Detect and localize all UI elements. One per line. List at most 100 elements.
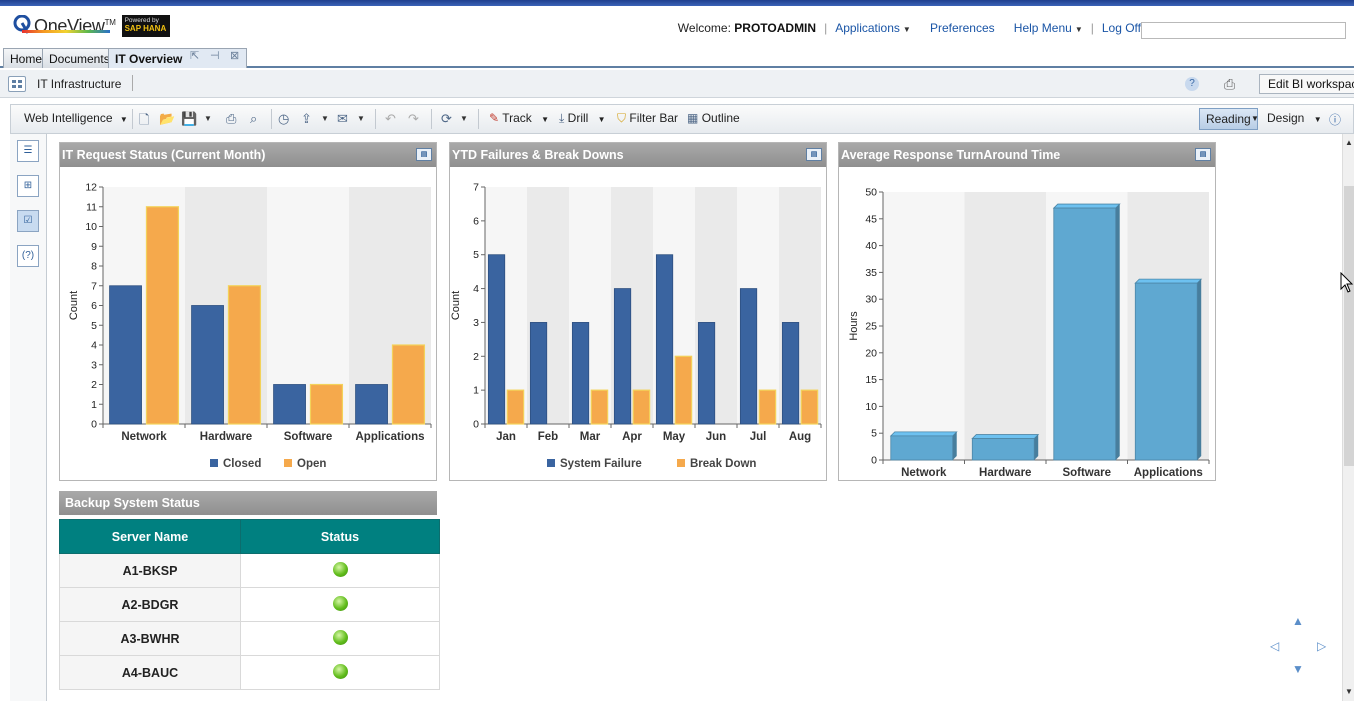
column-header-status[interactable]: Status — [240, 519, 440, 554]
header-nav: Welcome: PROTOADMIN | Applications▼ | Pr… — [678, 21, 1141, 35]
chevron-down-icon: ▼ — [541, 115, 550, 124]
export-icon[interactable]: ⇪ — [301, 111, 312, 126]
history-icon[interactable]: ◷ — [278, 111, 290, 126]
chevron-down-icon: ▼ — [119, 115, 128, 124]
outline-button[interactable]: ▦ Outline — [687, 111, 740, 125]
bar-top — [1134, 278, 1203, 284]
bar — [191, 305, 224, 425]
input-controls-icon[interactable]: ☑ — [17, 210, 39, 232]
x-tick-label: Network — [901, 467, 947, 479]
pan-up-icon[interactable]: ▲ — [1292, 614, 1304, 628]
y-tick-label: 20 — [865, 347, 877, 359]
nav-divider: | — [824, 21, 828, 35]
navigation-map-icon[interactable]: ⊞ — [17, 175, 39, 197]
scroll-up-icon[interactable]: ▲ — [1345, 138, 1353, 147]
chevron-down-icon[interactable]: ▼ — [357, 114, 365, 123]
drill-button[interactable]: ⤓ Drill ▼ — [559, 111, 606, 125]
applications-menu[interactable]: Applications ▼ — [835, 21, 911, 35]
bar — [145, 206, 180, 425]
left-side-panel: ☰ ⊞ ☑ (?) — [10, 134, 47, 701]
chart-options-icon[interactable]: ▤ — [416, 148, 432, 161]
chevron-down-icon[interactable]: ▼ — [204, 114, 212, 123]
chevron-down-icon: ▼ — [597, 115, 606, 124]
status-cell — [240, 621, 440, 656]
y-tick-label: 11 — [86, 201, 97, 213]
search-input[interactable] — [1141, 22, 1346, 39]
detach-tab-icon[interactable]: ⇱ — [190, 50, 200, 62]
bar — [529, 322, 548, 425]
bar — [109, 285, 142, 425]
bar — [273, 384, 306, 425]
undo-icon[interactable]: ↶ — [385, 111, 396, 126]
outline-icon: ▦ — [687, 111, 699, 125]
chevron-down-icon: ▼ — [902, 25, 911, 34]
help-panel-icon[interactable]: (?) — [17, 245, 39, 267]
x-tick-label: Aug — [789, 431, 811, 443]
toolbar-divider — [271, 109, 272, 129]
help-icon[interactable]: ? — [1185, 77, 1199, 91]
chart-options-icon[interactable]: ▤ — [1195, 148, 1211, 161]
bar — [674, 355, 693, 425]
pan-left-icon[interactable]: ◁ — [1270, 639, 1280, 653]
log-off-link[interactable]: Log Off — [1101, 21, 1141, 35]
sap-hana-badge: Powered by SAP HANA — [121, 15, 170, 37]
column-header-server-name[interactable]: Server Name — [59, 519, 241, 554]
open-folder-icon[interactable]: 📂 — [159, 111, 176, 126]
table-row: A2-BDGR — [59, 587, 440, 622]
tab-home[interactable]: Home — [3, 48, 50, 68]
chart-options-icon[interactable]: ▤ — [806, 148, 822, 161]
close-tab-icon[interactable]: ⊠ — [230, 50, 240, 62]
find-icon[interactable]: ⌕ — [250, 111, 258, 126]
pin-tab-icon[interactable]: ⊣ — [210, 50, 220, 62]
email-icon[interactable]: ✉ — [337, 111, 348, 126]
preferences-link[interactable]: Preferences — [929, 21, 995, 35]
status-ok-icon — [332, 663, 348, 679]
bar — [613, 288, 632, 425]
help-menu[interactable]: Help Menu ▼ — [1013, 21, 1083, 35]
new-document-icon[interactable]: 🗋 — [139, 112, 150, 127]
refresh-icon[interactable]: ⟳ — [441, 111, 452, 126]
edit-bi-workspace-button[interactable]: Edit BI workspace — [1259, 74, 1354, 94]
y-tick-label: 1 — [91, 399, 97, 411]
bar — [1134, 282, 1198, 461]
workspace-grid-icon[interactable] — [8, 76, 26, 92]
bar-side — [1034, 434, 1039, 460]
x-tick-label: May — [663, 431, 686, 443]
track-button[interactable]: ✎ Track ▼ — [489, 111, 550, 125]
drill-icon: ⤓ — [559, 111, 565, 125]
server-name-cell: A4-BAUC — [59, 655, 241, 690]
help-icon[interactable]: ⓘ — [1329, 113, 1342, 127]
reading-mode-button[interactable]: Reading — [1199, 108, 1258, 130]
chart-legend: System Failure Break Down — [547, 458, 756, 470]
vertical-scrollbar[interactable]: ▲ ▼ — [1342, 134, 1354, 701]
save-icon[interactable]: 💾 — [181, 111, 198, 126]
legend-swatch — [284, 459, 292, 467]
pan-right-icon[interactable]: ▷ — [1317, 639, 1327, 653]
scroll-down-icon[interactable]: ▼ — [1345, 687, 1353, 696]
y-tick-label: 7 — [91, 280, 97, 292]
pan-down-icon[interactable]: ▼ — [1292, 662, 1304, 676]
redo-icon[interactable]: ↷ — [408, 111, 419, 126]
x-tick-label: Jun — [706, 431, 726, 443]
print-icon[interactable]: ⎙ — [1224, 76, 1236, 92]
tab-documents[interactable]: Documents — [42, 48, 117, 68]
tab-it-overview[interactable]: IT Overview — [108, 48, 247, 68]
print-icon[interactable]: ⎙ — [226, 111, 237, 126]
y-tick-label: 0 — [91, 419, 97, 431]
scrollbar-thumb[interactable] — [1344, 186, 1354, 466]
status-ok-icon — [332, 595, 348, 611]
chevron-down-icon[interactable]: ▼ — [321, 114, 329, 123]
document-tabs: Home Documents IT Overview ⇱ ⊣ ⊠ — [0, 44, 1354, 68]
document-structure-icon[interactable]: ☰ — [17, 140, 39, 162]
web-intelligence-menu[interactable]: Web Intelligence ▼ — [24, 111, 128, 125]
design-mode-button[interactable]: Design ▼ — [1267, 111, 1322, 125]
legend-label: Open — [297, 458, 326, 470]
chevron-down-icon[interactable]: ▼ — [1251, 114, 1259, 123]
logo-swoosh — [22, 30, 110, 33]
y-axis-label: Count — [450, 291, 462, 320]
bar — [590, 389, 609, 425]
y-axis-label: Hours — [848, 311, 860, 341]
chevron-down-icon[interactable]: ▼ — [460, 114, 468, 123]
filter-bar-button[interactable]: ⛉ Filter Bar — [617, 111, 679, 125]
